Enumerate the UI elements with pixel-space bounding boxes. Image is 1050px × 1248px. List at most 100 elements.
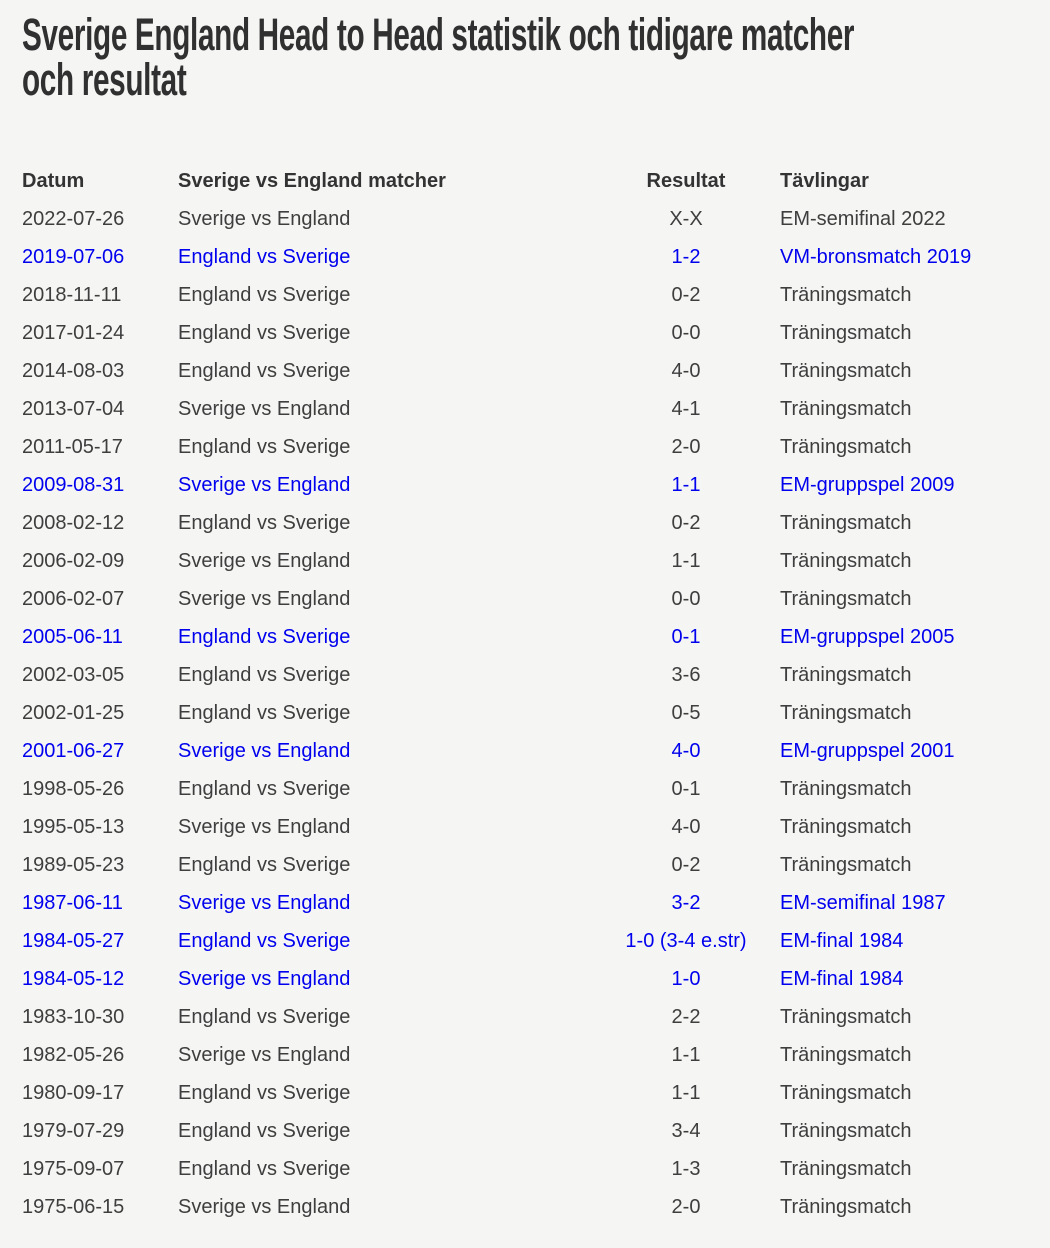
match-cell-link[interactable]: Sverige vs England [178,739,351,762]
competition-cell-link[interactable]: EM-gruppspel 2009 [780,473,955,496]
date-cell: 2011-05-17 [22,435,123,458]
competition-cell-link[interactable]: VM-bronsmatch 2019 [780,245,972,268]
table-row: 2008-02-12 England vs Sverige 0-2 Träningsm… [0,504,1050,542]
result-cell-link[interactable]: 0-1 [671,625,701,648]
date-cell-link[interactable]: 2019-07-06 [22,245,125,268]
date-cell: 2014-08-03 [22,359,125,382]
result-cell: 4-1 [671,397,701,420]
competition-cell: Träningsmatch [780,283,912,306]
match-cell: Sverige vs England [178,549,351,572]
result-cell: 3-6 [671,663,701,686]
date-cell: 1983-10-30 [22,1005,125,1028]
result-cell: 3-4 [671,1119,701,1142]
match-cell: England vs Sverige [178,777,351,800]
date-cell-link[interactable]: 1987-06-11 [22,891,123,914]
result-cell: X-X [669,207,703,230]
date-cell-link[interactable]: 2005-06-11 [22,625,123,648]
competition-cell-link[interactable]: EM-semifinal 1987 [780,891,946,914]
match-cell: Sverige vs England [178,587,351,610]
competition-cell: Träningsmatch [780,1005,912,1028]
result-cell: 0-0 [671,321,701,344]
result-cell-link[interactable]: 1-2 [671,245,701,268]
table-row: 2022-07-26 Sverige vs England X-X EM-semifi… [0,200,1050,238]
date-cell: 2008-02-12 [22,511,125,534]
result-cell: 0-1 [671,777,701,800]
competition-cell-link[interactable]: EM-final 1984 [780,929,904,952]
competition-cell: Träningsmatch [780,853,912,876]
result-cell: 4-0 [671,359,701,382]
match-cell: England vs Sverige [178,283,351,306]
result-cell-link[interactable]: 1-1 [671,473,701,496]
competition-cell-link[interactable]: EM-final 1984 [780,967,904,990]
date-cell: 1982-05-26 [22,1043,125,1066]
table-row: 2019-07-06 England vs Sverige 1-2 VM-bronsm… [0,238,1050,276]
date-cell: 2006-02-07 [22,587,125,610]
page: { "page": { "background_color": "#f5f5f4… [0,12,1050,1248]
date-cell-link[interactable]: 2009-08-31 [22,473,125,496]
match-cell-link[interactable]: England vs Sverige [178,625,351,648]
date-cell: 2002-03-05 [22,663,125,686]
result-cell: 2-0 [671,435,701,458]
page-title: Sverige England Head to Head statistik o… [22,12,1050,102]
competition-cell: Träningsmatch [780,321,912,344]
date-cell-link[interactable]: 2001-06-27 [22,739,125,762]
table-row: 1987-06-11 Sverige vs England 3-2 EM-semifi… [0,884,1050,922]
match-cell: England vs Sverige [178,511,351,534]
match-cell-link[interactable]: Sverige vs England [178,891,351,914]
match-cell-link[interactable]: England vs Sverige [178,245,351,268]
result-cell-link[interactable]: 4-0 [671,739,701,762]
table-row: 2009-08-31 Sverige vs England 1-1 EM-grupps… [0,466,1050,504]
competition-cell: Träningsmatch [780,1119,912,1142]
table-row: 1979-07-29 England vs Sverige 3-4 Träningsm… [0,1112,1050,1150]
competition-cell: Träningsmatch [780,359,912,382]
competition-cell-link[interactable]: EM-gruppspel 2005 [780,625,955,648]
competition-cell: Träningsmatch [780,397,912,420]
column-header-tavlingar: Tävlingar [780,169,869,192]
date-cell: 1979-07-29 [22,1119,125,1142]
competition-cell: Träningsmatch [780,663,912,686]
date-cell-link[interactable]: 1984-05-27 [22,929,125,952]
table-row: 1975-06-15 Sverige vs England 2-0 Träningsm… [0,1188,1050,1226]
match-cell: England vs Sverige [178,1157,351,1180]
result-cell: 2-0 [671,1195,701,1218]
match-cell-link[interactable]: Sverige vs England [178,967,351,990]
date-cell: 2018-11-11 [22,283,122,306]
match-cell: Sverige vs England [178,815,351,838]
date-cell: 1995-05-13 [22,815,125,838]
result-cell: 0-2 [671,283,701,306]
match-cell-link[interactable]: Sverige vs England [178,473,351,496]
result-cell-link[interactable]: 3-2 [671,891,701,914]
table-row: 2002-03-05 England vs Sverige 3-6 Träningsm… [0,656,1050,694]
competition-cell: Träningsmatch [780,549,912,572]
competition-cell: Träningsmatch [780,1081,912,1104]
column-header-matcher: Sverige vs England matcher [178,169,446,192]
table-row: 2017-01-24 England vs Sverige 0-0 Träningsm… [0,314,1050,352]
result-cell: 0-0 [671,587,701,610]
table-row: 2005-06-11 England vs Sverige 0-1 EM-grupps… [0,618,1050,656]
table-row: 2006-02-09 Sverige vs England 1-1 Träningsm… [0,542,1050,580]
result-cell: 1-3 [671,1157,701,1180]
match-cell: England vs Sverige [178,1119,351,1142]
competition-cell: Träningsmatch [780,587,912,610]
match-cell-link[interactable]: England vs Sverige [178,929,351,952]
match-cell: Sverige vs England [178,1043,351,1066]
table-body: 2022-07-26 Sverige vs England X-X EM-semifi… [0,200,1050,1226]
table-row: 1989-05-23 England vs Sverige 0-2 Träningsm… [0,846,1050,884]
table-header-row: Datum Sverige vs England matcher Resulta… [0,162,1050,200]
date-cell: 1989-05-23 [22,853,125,876]
result-cell: 2-2 [671,1005,701,1028]
competition-cell-link[interactable]: EM-gruppspel 2001 [780,739,955,762]
date-cell: 1980-09-17 [22,1081,125,1104]
table-row: 2011-05-17 England vs Sverige 2-0 Träningsm… [0,428,1050,466]
date-cell-link[interactable]: 1984-05-12 [22,967,125,990]
result-cell-link[interactable]: 1-0 (3-4 e.str) [625,929,747,952]
result-cell: 1-1 [671,1043,701,1066]
result-cell: 1-1 [671,549,701,572]
match-cell: England vs Sverige [178,1081,351,1104]
competition-cell: EM-semifinal 2022 [780,207,946,230]
result-cell-link[interactable]: 1-0 [671,967,701,990]
match-cell: England vs Sverige [178,701,351,724]
table-row: 1982-05-26 Sverige vs England 1-1 Träningsm… [0,1036,1050,1074]
date-cell: 1998-05-26 [22,777,125,800]
page-title-line2: och resultat [22,54,187,105]
